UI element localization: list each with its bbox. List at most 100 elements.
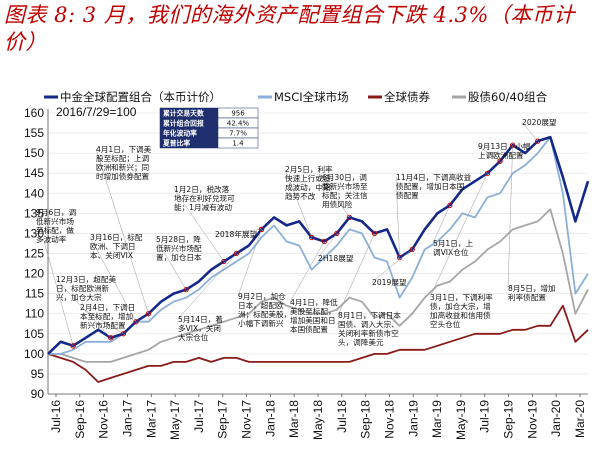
annotation-text: 5月14日，着多VIX，关闭大宗仓位 bbox=[178, 314, 223, 342]
annotation-text: 1月2日，税改落地存在利好兑现可能；1月减有波动 bbox=[174, 184, 235, 212]
x-tick-label: Mar-20 bbox=[573, 400, 587, 438]
y-tick-label: 130 bbox=[24, 226, 44, 240]
annotation-line: 9月13日，小幅 bbox=[478, 141, 531, 151]
annotation-line: 多VIX，关闭 bbox=[178, 323, 221, 333]
y-tick-label: 120 bbox=[24, 267, 44, 281]
x-tick-label: Sep-18 bbox=[359, 400, 373, 439]
annotation-leader bbox=[284, 168, 312, 238]
annotation-line: 欧洲、下调日 bbox=[90, 241, 136, 251]
annotation-line: 2019展望 bbox=[372, 277, 407, 287]
axes: 90 95 100 105 110 115 120 125 130 135 140 145 150 155… bbox=[24, 106, 588, 440]
x-tick-label: Nov-17 bbox=[240, 400, 254, 439]
x-tick-label: May-19 bbox=[454, 400, 468, 440]
y-tick-label: 125 bbox=[24, 247, 44, 261]
annotation-marker bbox=[183, 286, 189, 293]
annotation-line: 2月4日，下调日 bbox=[80, 303, 135, 312]
annotation-line: 本国债配置 bbox=[290, 324, 328, 334]
annotation-leader bbox=[214, 229, 262, 235]
y-tick-label: 90 bbox=[31, 387, 45, 401]
annotation-line: 2018年展望 bbox=[215, 229, 258, 239]
annotation-text: 2月4日，下调日本至标配，增加新兴市场配置 bbox=[80, 303, 135, 330]
annotation-leader bbox=[35, 211, 74, 346]
annotation-marker bbox=[108, 335, 114, 341]
annotation-line: 标配；关注信 bbox=[322, 190, 368, 200]
stats-value: 7.7% bbox=[229, 130, 247, 138]
y-tick-label: 150 bbox=[24, 146, 44, 160]
y-tick-label: 110 bbox=[25, 307, 44, 321]
stats-value: 42.4% bbox=[227, 120, 250, 128]
annotation-line: 9月6日，调 bbox=[36, 208, 76, 217]
x-tick-label: Sep-16 bbox=[73, 400, 87, 439]
x-tick-label: Nov-18 bbox=[382, 400, 396, 439]
x-tick-label: Jan-17 bbox=[120, 400, 134, 437]
annotation-text: 2月5日，利率快速上行或造成波动，中期趋势不改 bbox=[285, 164, 333, 201]
annotation-leader bbox=[477, 145, 501, 162]
annotations: 9月6日，调低新兴市场至标配，做多波动率 12月3日，超配美日，标配欧洲新兴，加仓… bbox=[35, 117, 557, 349]
grid bbox=[48, 112, 588, 395]
annotation-leader bbox=[155, 238, 187, 290]
annotation-line: 1月2日，税改落 bbox=[174, 184, 230, 194]
annotation-leader bbox=[237, 229, 262, 297]
annotation-text: 11月4日，下调高收益债配置，增加日本国债配置 bbox=[396, 172, 472, 200]
annotation-leader bbox=[337, 233, 375, 316]
annotation-line: 成波动，中期 bbox=[285, 182, 331, 192]
annotation-text: 3月16日，标配欧洲、下调日本、关闭VIX bbox=[90, 232, 143, 260]
annotation-marker bbox=[321, 238, 327, 245]
annotation-leader bbox=[321, 176, 350, 218]
annotation-text: 4月1日，降低美股至标配，增加美国和日本国债配置 bbox=[290, 297, 338, 334]
annotation-line: 2月5日，利率 bbox=[285, 164, 333, 174]
annotation-text: 8月1日，下调日本国债、调入大宗、关闭利率新债市空头，调降美元 bbox=[338, 310, 401, 347]
annotation-line: 国债、调入大宗、 bbox=[338, 319, 399, 329]
annotation-line: 头，调降美元 bbox=[338, 337, 384, 347]
annotation-marker bbox=[133, 319, 139, 325]
annotation-text: 2H18展望 bbox=[318, 253, 354, 263]
x-tick-label: Sep-17 bbox=[216, 400, 230, 439]
x-tick-label: Nov-19 bbox=[525, 400, 539, 439]
legend: 中金全球配置组合（本币计价） MSCI全球市场 全球债券 股债60/40组合 bbox=[44, 90, 548, 104]
annotation-leader bbox=[89, 236, 137, 322]
annotation-line: 欧洲和新兴；同 bbox=[96, 162, 149, 172]
annotation-text: 6月30日，调整新兴市场至标配；关注信用债风险 bbox=[322, 173, 368, 209]
annotation-line: 债，加仓大宗，增 bbox=[430, 301, 491, 311]
legend-label: 股债60/40组合 bbox=[468, 90, 548, 104]
annotation-line: 债配置，增加日本国 bbox=[396, 181, 464, 191]
annotation-leader bbox=[95, 148, 149, 314]
y-tick-label: 95 bbox=[31, 367, 45, 381]
annotation-line: 关闭利率新债市空 bbox=[338, 328, 399, 338]
y-tick-label: 105 bbox=[24, 327, 44, 341]
annotation-line: 4月1日，降低 bbox=[290, 297, 338, 307]
x-tick-label: Sep-19 bbox=[502, 400, 516, 439]
x-tick-label: May-17 bbox=[168, 400, 182, 440]
annotation-line: 趋势不改 bbox=[285, 191, 316, 201]
series-line-3 bbox=[48, 208, 589, 363]
annotation-line: 美股至标配， bbox=[290, 306, 336, 316]
x-tick-label: Jul-17 bbox=[192, 400, 206, 433]
annotation-text: 5月1日，上调VIX仓位 bbox=[433, 239, 473, 257]
annotation-leader bbox=[177, 253, 237, 320]
annotation-text: 2020展望 bbox=[522, 117, 557, 127]
annotation-text: 3月1日，下调利率债，加仓大宗，增加高收益和信用债空头仓位 bbox=[430, 292, 493, 329]
x-tick-label: Mar-19 bbox=[430, 400, 444, 438]
y-tick-label: 135 bbox=[24, 206, 44, 220]
annotation-line: 增加美国和日 bbox=[290, 315, 336, 325]
y-tick-label: 145 bbox=[24, 166, 44, 180]
annotation-line: 新兴市场配置 bbox=[80, 320, 126, 330]
annotation-marker bbox=[497, 158, 503, 164]
annotation-line: 整新兴市场至 bbox=[322, 181, 368, 191]
annotation-line: 时增加债券配置 bbox=[96, 171, 150, 181]
stats-label: 累计交易天数 bbox=[163, 109, 204, 118]
annotation-line: 洲；标配美股， bbox=[238, 309, 291, 319]
annotation-line: 8月5日，增加 bbox=[508, 283, 556, 293]
annotation-line: 上调欧洲配置 bbox=[478, 150, 524, 160]
annotation-leader bbox=[289, 241, 325, 303]
stats-value: 1.4 bbox=[232, 140, 244, 148]
annotation-text: 4月1日，下调美股至标配；上调欧洲和新兴；同时增加债券配置 bbox=[96, 144, 152, 181]
annotation-line: 日，标配欧洲新 bbox=[56, 283, 110, 293]
annotation-leader bbox=[395, 176, 400, 258]
x-tick-label: Jul-16 bbox=[49, 400, 63, 433]
annotation-line: 能；1月减有波动 bbox=[174, 202, 232, 212]
annotation-marker bbox=[346, 214, 353, 221]
annotation-line: 9月2日，加仓 bbox=[238, 291, 286, 301]
annotation-line: 多波动率 bbox=[36, 234, 67, 244]
